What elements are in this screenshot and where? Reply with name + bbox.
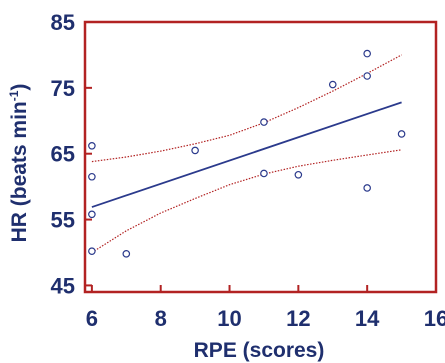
data-point xyxy=(260,118,268,126)
data-point xyxy=(294,170,303,179)
x-axis-ticks: 6 8 10 12 14 16 xyxy=(86,285,445,331)
x-tick-label: 10 xyxy=(217,306,241,331)
data-point xyxy=(88,210,96,219)
regression-line-layer xyxy=(91,101,402,208)
data-point xyxy=(88,172,96,181)
x-tick-label: 14 xyxy=(355,306,380,331)
y-axis-title-superscript: -1 xyxy=(7,90,21,101)
data-point xyxy=(88,247,96,255)
x-axis-title: RPE (scores) xyxy=(194,339,325,362)
data-point xyxy=(397,130,406,138)
data-point xyxy=(260,169,268,178)
ci-upper-line xyxy=(91,54,402,163)
x-tick-label: 8 xyxy=(155,306,167,331)
y-axis-title-close: ) xyxy=(8,84,31,91)
data-points xyxy=(88,49,406,258)
plot-frame xyxy=(83,20,438,294)
y-tick-label: 45 xyxy=(51,273,75,298)
y-axis-title: HR (beats min-1) xyxy=(7,84,31,243)
data-point xyxy=(122,250,131,258)
confidence-band xyxy=(91,54,402,254)
y-tick-label: 75 xyxy=(51,76,75,101)
data-point xyxy=(363,49,371,58)
x-tick-label: 6 xyxy=(86,306,98,331)
y-axis-ticks: 45 55 65 75 85 xyxy=(51,10,92,298)
y-tick-label: 85 xyxy=(51,10,75,35)
x-tick-label: 12 xyxy=(286,306,310,331)
plot-border xyxy=(83,20,438,294)
data-point xyxy=(363,184,371,192)
data-point xyxy=(191,146,199,155)
x-tick-label: 16 xyxy=(424,306,445,331)
data-point xyxy=(88,142,96,150)
ci-lower-line xyxy=(91,149,402,254)
regression-line xyxy=(91,101,402,208)
y-tick-label: 55 xyxy=(51,208,75,233)
y-axis-title-main: HR (beats min xyxy=(8,101,31,242)
data-point xyxy=(363,72,371,80)
y-tick-label: 65 xyxy=(51,142,75,167)
data-point xyxy=(328,80,337,89)
